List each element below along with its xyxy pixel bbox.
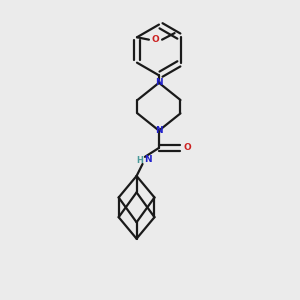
Text: N: N — [155, 126, 163, 135]
Text: O: O — [152, 35, 159, 44]
Text: O: O — [184, 143, 191, 152]
Text: H: H — [136, 156, 143, 165]
Text: N: N — [144, 155, 152, 164]
Text: N: N — [155, 78, 163, 87]
